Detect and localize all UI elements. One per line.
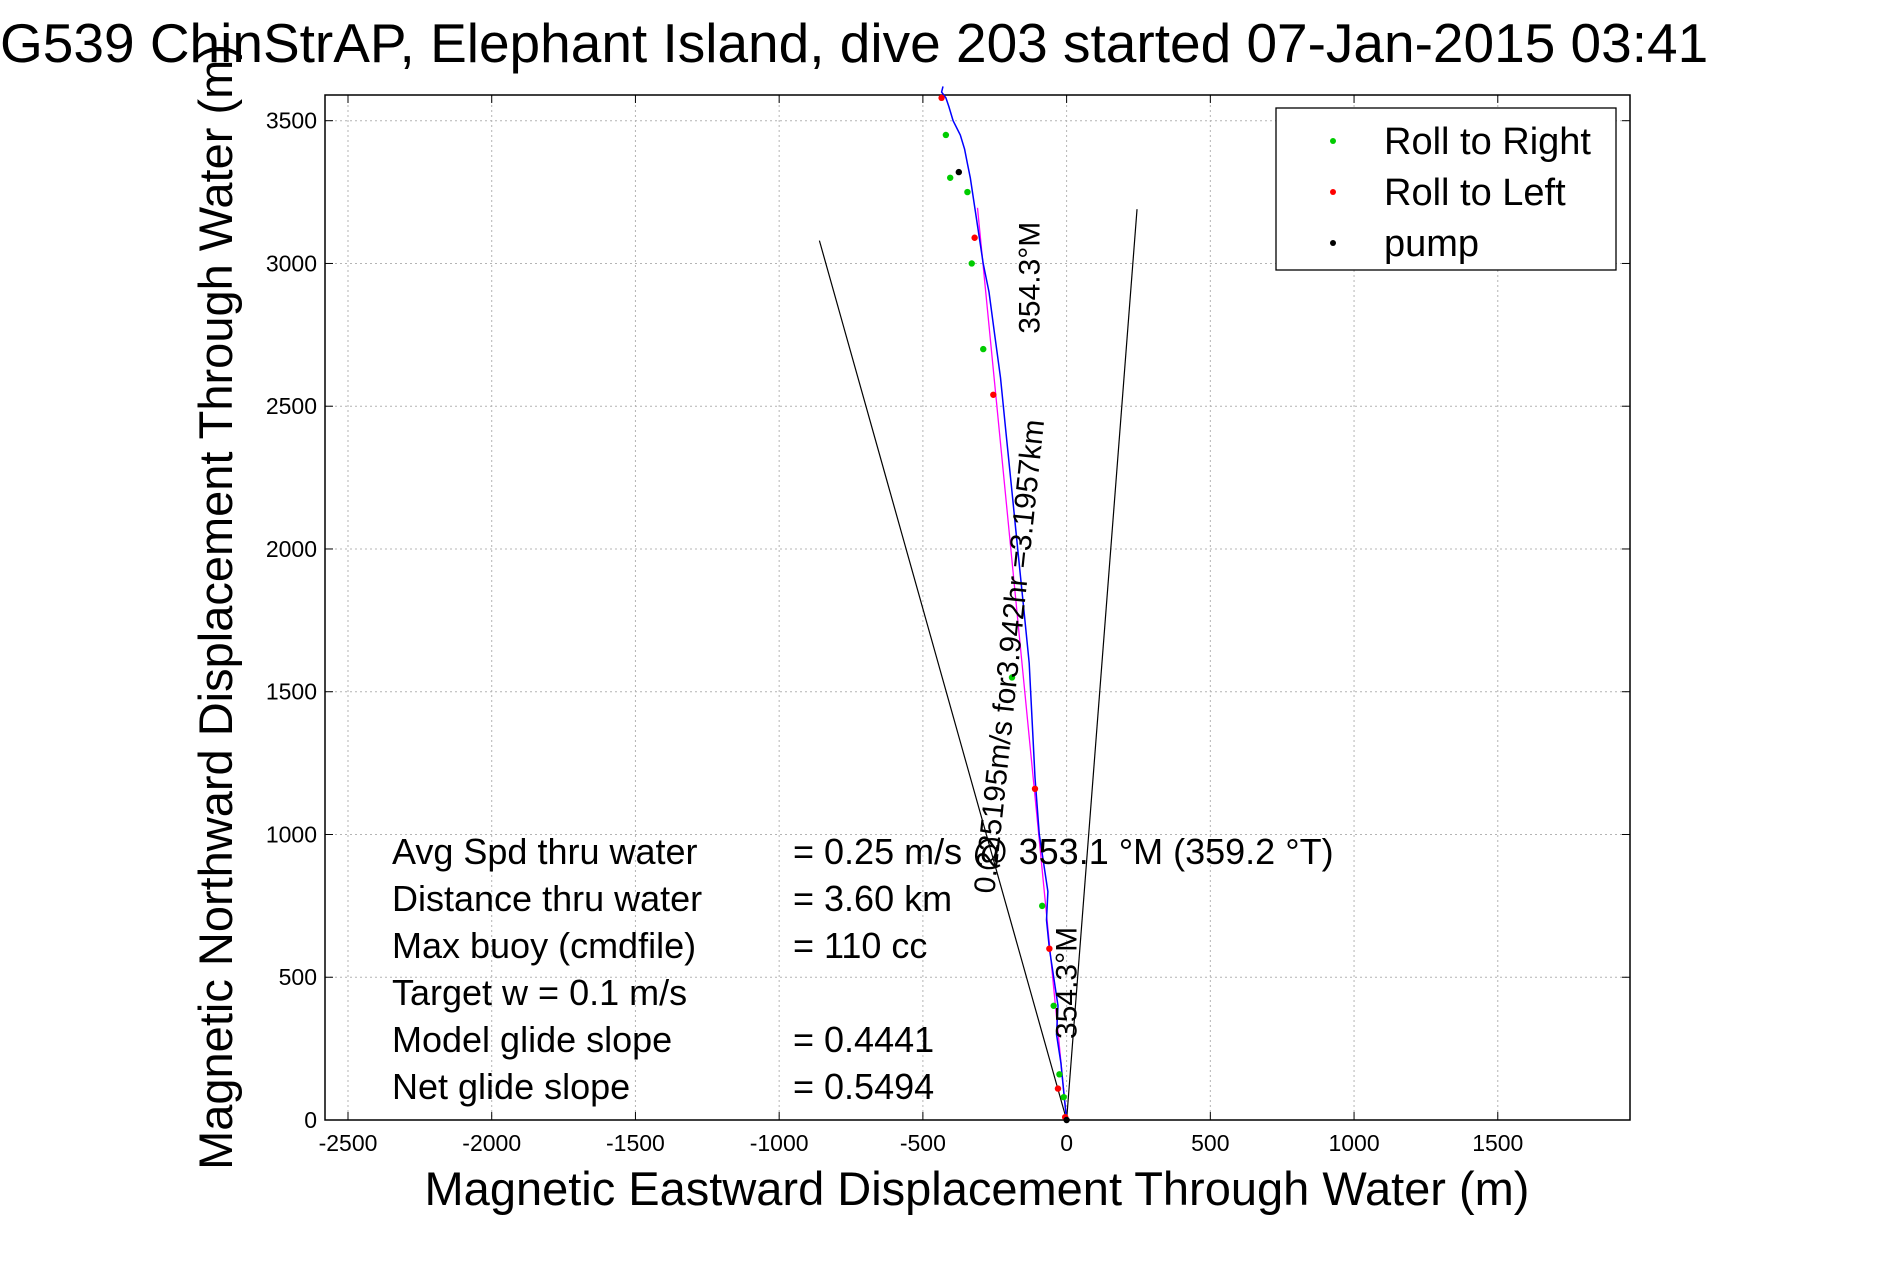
y-tick-label: 1000 <box>266 821 317 847</box>
chart-title: G539 ChinStrAP, Elephant Island, dive 20… <box>0 12 1708 74</box>
y-tick-label: 2500 <box>266 393 317 419</box>
x-tick-label: -500 <box>900 1130 946 1156</box>
roll-right-point <box>1060 1093 1067 1101</box>
glider-track <box>940 86 1068 1121</box>
roll-left-point <box>1054 1085 1062 1092</box>
envelope-line <box>1066 209 1138 1121</box>
stat-value: = 0.25 m/s @ 353.1 °M (359.2 °T) <box>793 831 1334 872</box>
stat-value: = 110 cc <box>793 925 927 966</box>
stat-label: Net glide slope <box>392 1066 630 1107</box>
y-tick-label: 0 <box>304 1107 317 1133</box>
legend-label: pump <box>1384 223 1479 265</box>
y-tick-label: 3000 <box>266 250 317 276</box>
legend-marker <box>1330 240 1336 246</box>
roll-right-point <box>968 260 975 267</box>
y-tick-label: 500 <box>279 964 317 990</box>
y-tick-label: 3500 <box>266 108 317 134</box>
roll-left-point <box>971 234 978 241</box>
y-tick-label: 1500 <box>266 679 317 705</box>
envelope-lines <box>818 209 1138 1121</box>
x-tick-label: -2000 <box>462 1130 521 1156</box>
legend-label: Roll to Left <box>1384 172 1566 214</box>
annotation-label: 354.3°M <box>1013 222 1046 334</box>
stat-value: = 3.60 km <box>793 878 952 919</box>
stat-label: Avg Spd thru water <box>392 831 698 872</box>
roll-right-point <box>964 188 971 196</box>
stats-block: Avg Spd thru water = 0.25 m/s @ 353.1 °M … <box>392 831 1334 1107</box>
stat-label: Model glide slope <box>392 1019 672 1060</box>
roll-right-point <box>1050 1002 1057 1009</box>
roll-right-point <box>1008 674 1016 681</box>
roll-right-point <box>942 131 950 139</box>
legend-label: Roll to Right <box>1384 121 1591 163</box>
x-tick-label: -1500 <box>606 1130 665 1156</box>
x-axis-label: Magnetic Eastward Displacement Through W… <box>425 1162 1530 1215</box>
stat-label: Target w = 0.1 m/s <box>392 972 687 1013</box>
x-tick-label: 500 <box>1191 1130 1229 1156</box>
legend: Roll to Right Roll to Left pump <box>1275 107 1617 271</box>
roll-left-point <box>1031 785 1039 793</box>
pump-point <box>1063 1116 1070 1124</box>
stat-value: = 0.4441 <box>793 1019 934 1060</box>
roll-right-point <box>1038 902 1046 910</box>
stat-label: Distance thru water <box>392 878 702 919</box>
stat-label: Max buoy (cmdfile) <box>392 925 696 966</box>
x-tick-label: -2500 <box>319 1130 378 1156</box>
stat-value: = 0.5494 <box>793 1066 934 1107</box>
legend-marker <box>1330 189 1336 195</box>
x-tick-label: 1500 <box>1472 1130 1523 1156</box>
pump-point <box>955 168 963 176</box>
roll-right-point <box>946 174 954 181</box>
roll-left-point <box>1046 945 1053 952</box>
annotation-label: 354.3°M <box>1051 927 1084 1039</box>
envelope-line <box>818 240 1068 1121</box>
roll-left-point <box>938 94 945 102</box>
roll-left-point <box>990 391 997 398</box>
y-axis-label: Magnetic Northward Displacement Through … <box>189 44 242 1170</box>
legend-marker <box>1330 138 1336 144</box>
x-tick-label: 1000 <box>1328 1130 1379 1156</box>
track-line <box>940 86 1068 1121</box>
y-tick-label: 2000 <box>266 536 317 562</box>
track-markers <box>938 94 1070 1124</box>
roll-right-point <box>1056 1071 1063 1078</box>
roll-right-point <box>980 345 987 353</box>
x-tick-label: -1000 <box>750 1130 809 1156</box>
x-tick-label: 0 <box>1060 1130 1073 1156</box>
axis-ticks: -2500 -2000 -1500 -1000 -500 0 500 1000 1500 0 500… <box>266 95 1630 1156</box>
plot-frame <box>324 94 1631 1121</box>
